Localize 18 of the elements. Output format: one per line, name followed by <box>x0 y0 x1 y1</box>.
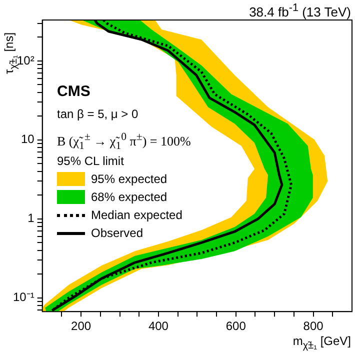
legend-label: 68% expected <box>91 189 168 206</box>
x-tick-label: 200 <box>71 319 92 334</box>
x-axis-title: m$_{χ̃±₁}$ [GeV] <box>292 334 351 352</box>
legend-label: 95% expected <box>91 171 168 188</box>
x-tick-label: 400 <box>148 319 169 334</box>
y-tick-label: 10² <box>17 53 34 68</box>
y-tick-label: 1 <box>28 211 35 226</box>
x-tick-label: 800 <box>303 319 324 334</box>
y-tick-label: 10 <box>20 132 35 146</box>
annotation: CMS <box>57 82 92 102</box>
y-tick-label: 10⁻¹ <box>13 290 34 304</box>
annotation: tan β = 5, μ > 0 <box>57 106 140 123</box>
chart-title: 38.4 fb$^{-1}$ (13 TeV) <box>249 2 351 20</box>
legend-label: Observed <box>91 225 144 242</box>
legend-label: Median expected <box>91 207 182 224</box>
text: B (χ̃$_{1}$$^{±}$ → χ̃$_{1}$$^{0}$ π$^{±}$) = 100% <box>57 131 191 152</box>
legend-title: 95% CL limit <box>57 153 125 170</box>
x-tick-label: 600 <box>226 319 246 334</box>
